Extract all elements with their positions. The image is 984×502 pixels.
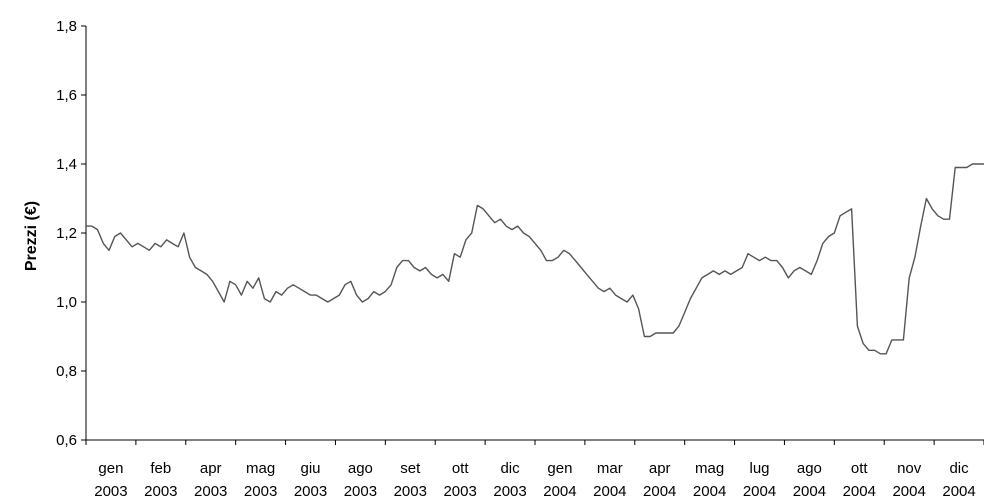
x-tick-label-year: 2004 bbox=[543, 483, 576, 500]
x-tick-label-month: feb bbox=[150, 460, 171, 477]
y-tick-label: 0,6 bbox=[56, 432, 77, 449]
y-tick-label: 1,6 bbox=[56, 87, 77, 104]
x-tick-label-year: 2004 bbox=[743, 483, 776, 500]
x-tick-label-month: giu bbox=[300, 460, 320, 477]
x-tick-label-year: 2004 bbox=[643, 483, 676, 500]
x-tick-label-month: dic bbox=[500, 460, 520, 477]
x-tick-label-year: 2003 bbox=[493, 483, 526, 500]
y-tick-label: 1,0 bbox=[56, 294, 77, 311]
x-tick-label-month: apr bbox=[200, 460, 222, 477]
x-tick-label-month: gen bbox=[98, 460, 123, 477]
x-tick-label-month: nov bbox=[897, 460, 922, 477]
x-tick-label-year: 2003 bbox=[294, 483, 327, 500]
x-tick-label-month: ott bbox=[851, 460, 869, 477]
x-tick-label-month: apr bbox=[649, 460, 671, 477]
x-tick-label-year: 2004 bbox=[793, 483, 826, 500]
x-tick-label-year: 2003 bbox=[94, 483, 127, 500]
x-tick-label-month: gen bbox=[547, 460, 572, 477]
x-tick-label-year: 2004 bbox=[892, 483, 925, 500]
y-axis-title: Prezzi (€) bbox=[23, 201, 40, 271]
y-tick-label: 1,2 bbox=[56, 225, 77, 242]
x-tick-label-month: set bbox=[400, 460, 421, 477]
x-axis: gen 2003 feb 2003 apr 2003 mag 2003 giu 2003 ago 20… bbox=[85, 439, 984, 500]
x-tick-label-year: 2003 bbox=[194, 483, 227, 500]
x-tick-label-year: 2003 bbox=[443, 483, 476, 500]
x-tick-label-month: ott bbox=[452, 460, 470, 477]
x-tick-label-year: 2003 bbox=[144, 483, 177, 500]
x-tick-label-month: ago bbox=[348, 460, 373, 477]
x-tick-label-year: 2004 bbox=[843, 483, 876, 500]
x-tick-label-year: 2004 bbox=[693, 483, 726, 500]
series-layer bbox=[86, 163, 984, 355]
x-tick-label-month: dic bbox=[949, 460, 969, 477]
y-tick-label: 0,8 bbox=[56, 363, 77, 380]
x-tick-label-year: 2004 bbox=[942, 483, 975, 500]
x-tick-label-year: 2003 bbox=[344, 483, 377, 500]
x-tick-label-month: lug bbox=[749, 460, 769, 477]
x-tick-label-year: 2003 bbox=[394, 483, 427, 500]
x-tick-label-month: mag bbox=[246, 460, 275, 477]
y-tick-label: 1,8 bbox=[56, 18, 77, 35]
y-tick-label: 1,4 bbox=[56, 156, 77, 173]
x-tick-label-year: 2004 bbox=[593, 483, 626, 500]
x-tick-label-year: 2003 bbox=[244, 483, 277, 500]
x-tick-label-month: ago bbox=[797, 460, 822, 477]
x-tick-label-month: mar bbox=[597, 460, 623, 477]
y-axis: 0,6 0,8 1,0 1,2 1,4 1,6 1,8 bbox=[56, 18, 87, 449]
series-line bbox=[86, 163, 984, 355]
x-tick-label-month: mag bbox=[695, 460, 724, 477]
